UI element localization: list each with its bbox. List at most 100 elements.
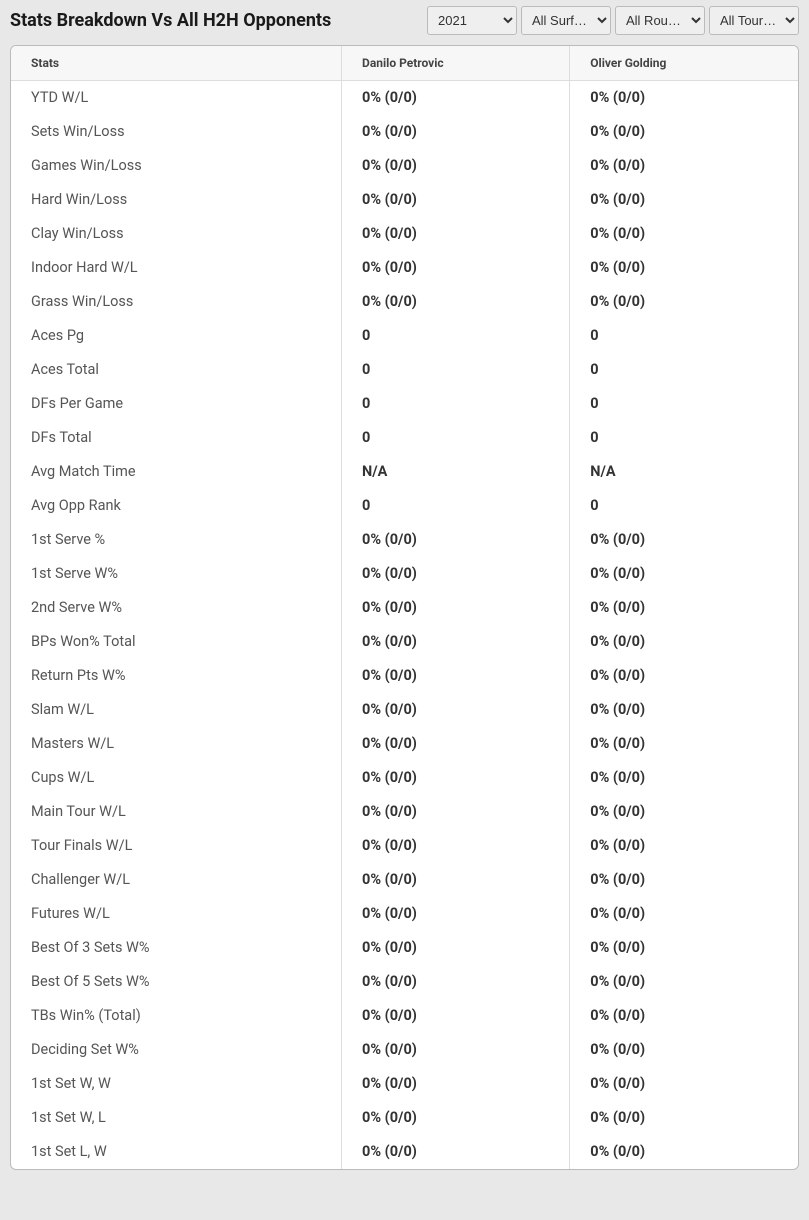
stat-value-cell: 0% (0/0) bbox=[342, 149, 570, 183]
stat-label-cell: Grass Win/Loss bbox=[11, 285, 342, 319]
table-row: Sets Win/Loss0% (0/0)0% (0/0) bbox=[11, 115, 798, 149]
stat-value-cell: 0% (0/0) bbox=[342, 285, 570, 319]
stat-value-cell: 0 bbox=[342, 421, 570, 455]
col-header-stats: Stats bbox=[11, 46, 342, 81]
stat-value-cell: 0% (0/0) bbox=[342, 829, 570, 863]
table-row: Hard Win/Loss0% (0/0)0% (0/0) bbox=[11, 183, 798, 217]
stat-value-cell: 0% (0/0) bbox=[570, 115, 798, 149]
stat-label-cell: Clay Win/Loss bbox=[11, 217, 342, 251]
stat-label-cell: Tour Finals W/L bbox=[11, 829, 342, 863]
col-header-player2: Oliver Golding bbox=[570, 46, 798, 81]
table-header-row: Stats Danilo Petrovic Oliver Golding bbox=[11, 46, 798, 81]
stat-value-cell: 0% (0/0) bbox=[570, 659, 798, 693]
stat-value-cell: 0% (0/0) bbox=[570, 1067, 798, 1101]
table-row: 2nd Serve W%0% (0/0)0% (0/0) bbox=[11, 591, 798, 625]
tour-filter-select[interactable]: All Tour… bbox=[709, 6, 799, 35]
stat-label-cell: 1st Set W, W bbox=[11, 1067, 342, 1101]
stat-label-cell: Main Tour W/L bbox=[11, 795, 342, 829]
stat-label-cell: Return Pts W% bbox=[11, 659, 342, 693]
stat-value-cell: 0% (0/0) bbox=[342, 115, 570, 149]
stat-value-cell: 0% (0/0) bbox=[342, 931, 570, 965]
stat-value-cell: 0% (0/0) bbox=[570, 999, 798, 1033]
stat-value-cell: 0% (0/0) bbox=[342, 897, 570, 931]
header-bar: Stats Breakdown Vs All H2H Opponents 202… bbox=[0, 0, 809, 41]
stat-value-cell: 0% (0/0) bbox=[570, 1033, 798, 1067]
table-row: DFs Per Game00 bbox=[11, 387, 798, 421]
stat-value-cell: 0% (0/0) bbox=[570, 693, 798, 727]
stat-value-cell: 0% (0/0) bbox=[570, 897, 798, 931]
stat-value-cell: 0 bbox=[342, 353, 570, 387]
stat-value-cell: 0% (0/0) bbox=[342, 999, 570, 1033]
stat-value-cell: 0 bbox=[570, 387, 798, 421]
stat-value-cell: 0% (0/0) bbox=[570, 625, 798, 659]
stat-label-cell: YTD W/L bbox=[11, 81, 342, 115]
stat-value-cell: 0% (0/0) bbox=[342, 251, 570, 285]
stat-value-cell: 0% (0/0) bbox=[570, 251, 798, 285]
stat-label-cell: 1st Serve W% bbox=[11, 557, 342, 591]
stat-label-cell: DFs Total bbox=[11, 421, 342, 455]
stat-value-cell: 0% (0/0) bbox=[570, 217, 798, 251]
stat-value-cell: 0 bbox=[570, 421, 798, 455]
surface-filter-select[interactable]: All Surf… bbox=[521, 6, 611, 35]
stat-value-cell: 0% (0/0) bbox=[342, 557, 570, 591]
round-filter-select[interactable]: All Rou… bbox=[615, 6, 705, 35]
stat-label-cell: Games Win/Loss bbox=[11, 149, 342, 183]
stat-value-cell: N/A bbox=[570, 455, 798, 489]
stat-value-cell: 0% (0/0) bbox=[342, 1101, 570, 1135]
stat-label-cell: Deciding Set W% bbox=[11, 1033, 342, 1067]
stat-value-cell: 0 bbox=[342, 319, 570, 353]
stats-table-wrap: Stats Danilo Petrovic Oliver Golding YTD… bbox=[10, 45, 799, 1170]
stat-value-cell: 0% (0/0) bbox=[342, 81, 570, 115]
stat-label-cell: 1st Set W, L bbox=[11, 1101, 342, 1135]
table-row: Futures W/L0% (0/0)0% (0/0) bbox=[11, 897, 798, 931]
stat-value-cell: 0% (0/0) bbox=[570, 523, 798, 557]
stat-value-cell: 0% (0/0) bbox=[570, 591, 798, 625]
stat-value-cell: 0% (0/0) bbox=[570, 149, 798, 183]
table-row: Clay Win/Loss0% (0/0)0% (0/0) bbox=[11, 217, 798, 251]
table-row: 1st Set W, L0% (0/0)0% (0/0) bbox=[11, 1101, 798, 1135]
stat-label-cell: 1st Serve % bbox=[11, 523, 342, 557]
stat-label-cell: 1st Set L, W bbox=[11, 1135, 342, 1169]
stat-label-cell: Challenger W/L bbox=[11, 863, 342, 897]
table-row: BPs Won% Total0% (0/0)0% (0/0) bbox=[11, 625, 798, 659]
page-title: Stats Breakdown Vs All H2H Opponents bbox=[10, 10, 331, 31]
year-filter-select[interactable]: 2021 bbox=[427, 6, 517, 35]
table-row: Indoor Hard W/L0% (0/0)0% (0/0) bbox=[11, 251, 798, 285]
stat-value-cell: 0% (0/0) bbox=[342, 591, 570, 625]
stat-value-cell: 0% (0/0) bbox=[570, 727, 798, 761]
table-row: Aces Pg00 bbox=[11, 319, 798, 353]
table-row: Slam W/L0% (0/0)0% (0/0) bbox=[11, 693, 798, 727]
stat-value-cell: 0% (0/0) bbox=[570, 761, 798, 795]
stat-value-cell: 0% (0/0) bbox=[570, 931, 798, 965]
table-row: TBs Win% (Total)0% (0/0)0% (0/0) bbox=[11, 999, 798, 1033]
table-row: Games Win/Loss0% (0/0)0% (0/0) bbox=[11, 149, 798, 183]
table-row: Best Of 3 Sets W%0% (0/0)0% (0/0) bbox=[11, 931, 798, 965]
stat-label-cell: 2nd Serve W% bbox=[11, 591, 342, 625]
table-row: Masters W/L0% (0/0)0% (0/0) bbox=[11, 727, 798, 761]
stat-label-cell: Hard Win/Loss bbox=[11, 183, 342, 217]
stat-value-cell: 0% (0/0) bbox=[570, 557, 798, 591]
table-row: Best Of 5 Sets W%0% (0/0)0% (0/0) bbox=[11, 965, 798, 999]
table-row: Grass Win/Loss0% (0/0)0% (0/0) bbox=[11, 285, 798, 319]
stat-label-cell: Masters W/L bbox=[11, 727, 342, 761]
stat-value-cell: 0% (0/0) bbox=[342, 1033, 570, 1067]
table-row: Tour Finals W/L0% (0/0)0% (0/0) bbox=[11, 829, 798, 863]
stat-label-cell: Futures W/L bbox=[11, 897, 342, 931]
stat-label-cell: Best Of 5 Sets W% bbox=[11, 965, 342, 999]
stat-value-cell: 0% (0/0) bbox=[570, 1101, 798, 1135]
stat-value-cell: 0 bbox=[570, 353, 798, 387]
stat-value-cell: 0% (0/0) bbox=[570, 1135, 798, 1169]
table-row: 1st Serve W%0% (0/0)0% (0/0) bbox=[11, 557, 798, 591]
stat-value-cell: 0% (0/0) bbox=[342, 1135, 570, 1169]
stat-label-cell: Best Of 3 Sets W% bbox=[11, 931, 342, 965]
stat-value-cell: 0 bbox=[570, 319, 798, 353]
table-row: Return Pts W%0% (0/0)0% (0/0) bbox=[11, 659, 798, 693]
stat-label-cell: Cups W/L bbox=[11, 761, 342, 795]
stat-value-cell: 0% (0/0) bbox=[342, 863, 570, 897]
stat-value-cell: 0% (0/0) bbox=[570, 829, 798, 863]
stat-label-cell: Aces Pg bbox=[11, 319, 342, 353]
stat-value-cell: 0 bbox=[342, 489, 570, 523]
stat-label-cell: Sets Win/Loss bbox=[11, 115, 342, 149]
stat-label-cell: Avg Opp Rank bbox=[11, 489, 342, 523]
stat-value-cell: 0% (0/0) bbox=[342, 795, 570, 829]
